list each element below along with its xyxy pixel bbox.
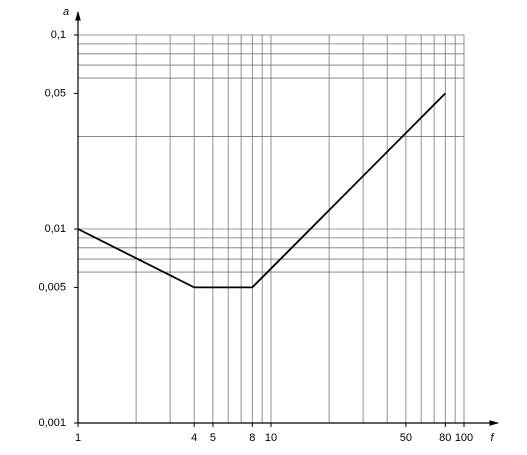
x-tick-label: 100: [455, 432, 473, 444]
x-axis-label: f: [490, 432, 494, 444]
x-tick-label: 10: [265, 432, 277, 444]
x-tick-label: 4: [191, 432, 197, 444]
data-line: [77, 92, 446, 289]
x-tick-label: 8: [249, 432, 255, 444]
y-tick-label: 0,05: [45, 87, 66, 99]
x-tick-label: 5: [210, 432, 216, 444]
y-tick-label: 0,01: [45, 223, 66, 235]
y-tick-label: 0,1: [51, 29, 66, 41]
x-tick-label: 1: [75, 432, 81, 444]
x-tick-label: 80: [439, 432, 451, 444]
y-axis-label: a: [63, 6, 69, 18]
y-tick-label: 0,001: [38, 417, 66, 429]
y-tick-label: 0,005: [38, 281, 66, 293]
x-tick-label: 50: [400, 432, 412, 444]
